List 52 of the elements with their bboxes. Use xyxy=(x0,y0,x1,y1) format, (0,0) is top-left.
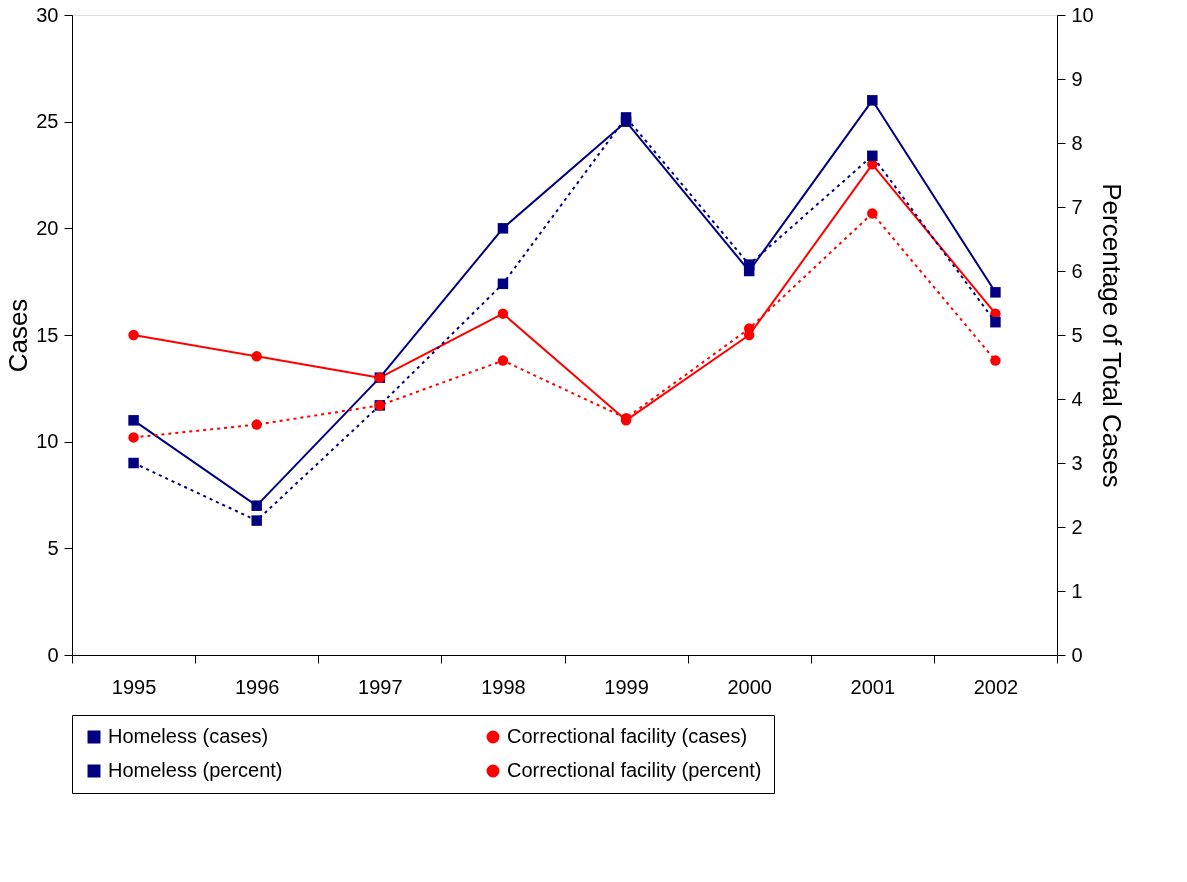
point xyxy=(128,432,139,443)
y2-tick-label: 5 xyxy=(1071,323,1083,346)
point xyxy=(743,259,755,270)
point xyxy=(497,355,509,366)
point xyxy=(251,419,262,430)
point xyxy=(128,329,139,341)
point xyxy=(620,112,632,123)
point xyxy=(251,500,262,511)
y2-tick-label: 2 xyxy=(1071,515,1083,538)
y-tick-label: 15 xyxy=(36,323,59,346)
point xyxy=(497,278,509,290)
y-tick-label: 10 xyxy=(36,430,59,453)
y-axis-title: Cases xyxy=(3,298,34,373)
x-tick-label: 2000 xyxy=(727,675,772,698)
x-tick-label: 1997 xyxy=(358,675,403,698)
point xyxy=(128,457,139,469)
point xyxy=(867,150,878,162)
y2-tick-label: 6 xyxy=(1071,259,1083,282)
y-tick-label: 20 xyxy=(36,216,59,239)
point xyxy=(867,208,878,219)
point xyxy=(251,515,262,526)
y2-axis-title: Percentage of Total Cases xyxy=(1096,183,1127,488)
x-tick-label: 1996 xyxy=(234,675,280,698)
legend-label: Correctional facility (percent) xyxy=(507,759,762,781)
point xyxy=(251,351,262,362)
x-tick-label: 1998 xyxy=(481,675,526,698)
y-tick-label: 30 xyxy=(36,3,59,26)
y2-tick-label: 7 xyxy=(1071,195,1083,218)
legend-label: Homeless (percent) xyxy=(108,759,283,781)
x-tick-label: 2002 xyxy=(973,675,1019,698)
y-tick-label: 25 xyxy=(36,110,59,133)
point xyxy=(497,223,509,234)
legend-label: Correctional facility (cases) xyxy=(507,725,748,747)
y2-tick-label: 3 xyxy=(1071,451,1083,474)
y2-tick-label: 1 xyxy=(1071,579,1083,602)
point xyxy=(990,355,1001,366)
point xyxy=(990,287,1001,298)
legend-label: Homeless (cases) xyxy=(108,725,269,747)
x-tick-label: 1999 xyxy=(604,675,649,698)
point xyxy=(497,308,509,319)
y2-tick-label: 4 xyxy=(1071,387,1083,410)
point xyxy=(128,415,139,426)
point xyxy=(867,95,878,106)
y-tick-label: 0 xyxy=(47,643,59,666)
y2-tick-label: 10 xyxy=(1071,3,1094,26)
point xyxy=(990,316,1001,328)
y2-tick-label: 0 xyxy=(1071,643,1083,666)
y2-tick-label: 8 xyxy=(1071,131,1083,154)
y2-tick-label: 9 xyxy=(1071,67,1083,90)
y-tick-label: 5 xyxy=(47,536,59,559)
x-tick-label: 1995 xyxy=(111,675,157,698)
x-tick-label: 2001 xyxy=(850,675,896,698)
